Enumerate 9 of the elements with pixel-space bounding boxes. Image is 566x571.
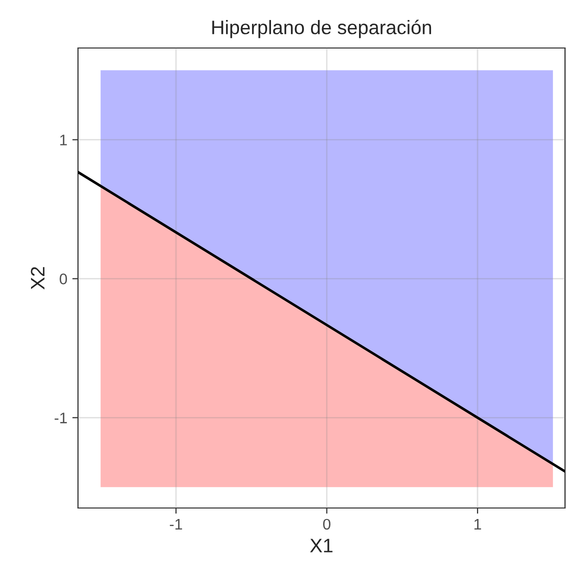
x-tick-label: 1 (474, 518, 482, 530)
x-tick-label: -1 (170, 518, 182, 530)
chart-title: Hiperplano de separación (212, 20, 432, 38)
y-axis-title: X2 (30, 267, 44, 290)
x-axis-title: X1 (310, 538, 332, 552)
y-tick-label: 1 (60, 134, 67, 146)
x-tick-label: 0 (323, 518, 330, 530)
y-tick-label: -1 (54, 412, 67, 424)
y-tick-label: 0 (60, 274, 67, 284)
